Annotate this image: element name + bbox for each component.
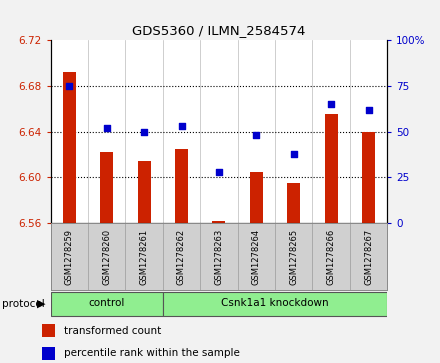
- Bar: [213, 221, 225, 223]
- Point: [178, 123, 185, 129]
- Text: GSM1278261: GSM1278261: [139, 229, 149, 285]
- Bar: [312, 223, 350, 290]
- Text: ▶: ▶: [37, 299, 45, 309]
- Text: transformed count: transformed count: [64, 326, 161, 336]
- Point: [103, 125, 110, 131]
- Bar: [325, 114, 337, 223]
- Title: GDS5360 / ILMN_2584574: GDS5360 / ILMN_2584574: [132, 24, 306, 37]
- Bar: [100, 152, 113, 223]
- Bar: [238, 223, 275, 290]
- Point: [216, 169, 223, 175]
- Text: GSM1278259: GSM1278259: [65, 229, 74, 285]
- Point: [290, 151, 297, 156]
- Text: GSM1278262: GSM1278262: [177, 229, 186, 285]
- Bar: [163, 223, 200, 290]
- Bar: [350, 223, 387, 290]
- Bar: [138, 162, 150, 223]
- Text: protocol: protocol: [2, 299, 45, 309]
- Text: GSM1278266: GSM1278266: [326, 229, 336, 285]
- Bar: [63, 72, 76, 223]
- Bar: [51, 292, 163, 316]
- Bar: [163, 292, 387, 316]
- Bar: [125, 223, 163, 290]
- Bar: [42, 324, 55, 338]
- Text: Csnk1a1 knockdown: Csnk1a1 knockdown: [221, 298, 329, 309]
- Point: [141, 129, 148, 135]
- Point: [327, 101, 335, 107]
- Bar: [51, 223, 88, 290]
- Text: GSM1278263: GSM1278263: [214, 229, 224, 285]
- Point: [66, 83, 73, 89]
- Text: GSM1278260: GSM1278260: [102, 229, 111, 285]
- Bar: [250, 172, 263, 223]
- Bar: [88, 223, 125, 290]
- Bar: [200, 223, 238, 290]
- Point: [253, 132, 260, 138]
- Bar: [275, 223, 312, 290]
- Bar: [175, 149, 188, 223]
- Text: GSM1278264: GSM1278264: [252, 229, 261, 285]
- Bar: [287, 183, 300, 223]
- Bar: [42, 347, 55, 360]
- Bar: [362, 131, 375, 223]
- Text: control: control: [88, 298, 125, 309]
- Text: GSM1278265: GSM1278265: [289, 229, 298, 285]
- Point: [365, 107, 372, 113]
- Text: GSM1278267: GSM1278267: [364, 229, 373, 285]
- Text: percentile rank within the sample: percentile rank within the sample: [64, 348, 239, 359]
